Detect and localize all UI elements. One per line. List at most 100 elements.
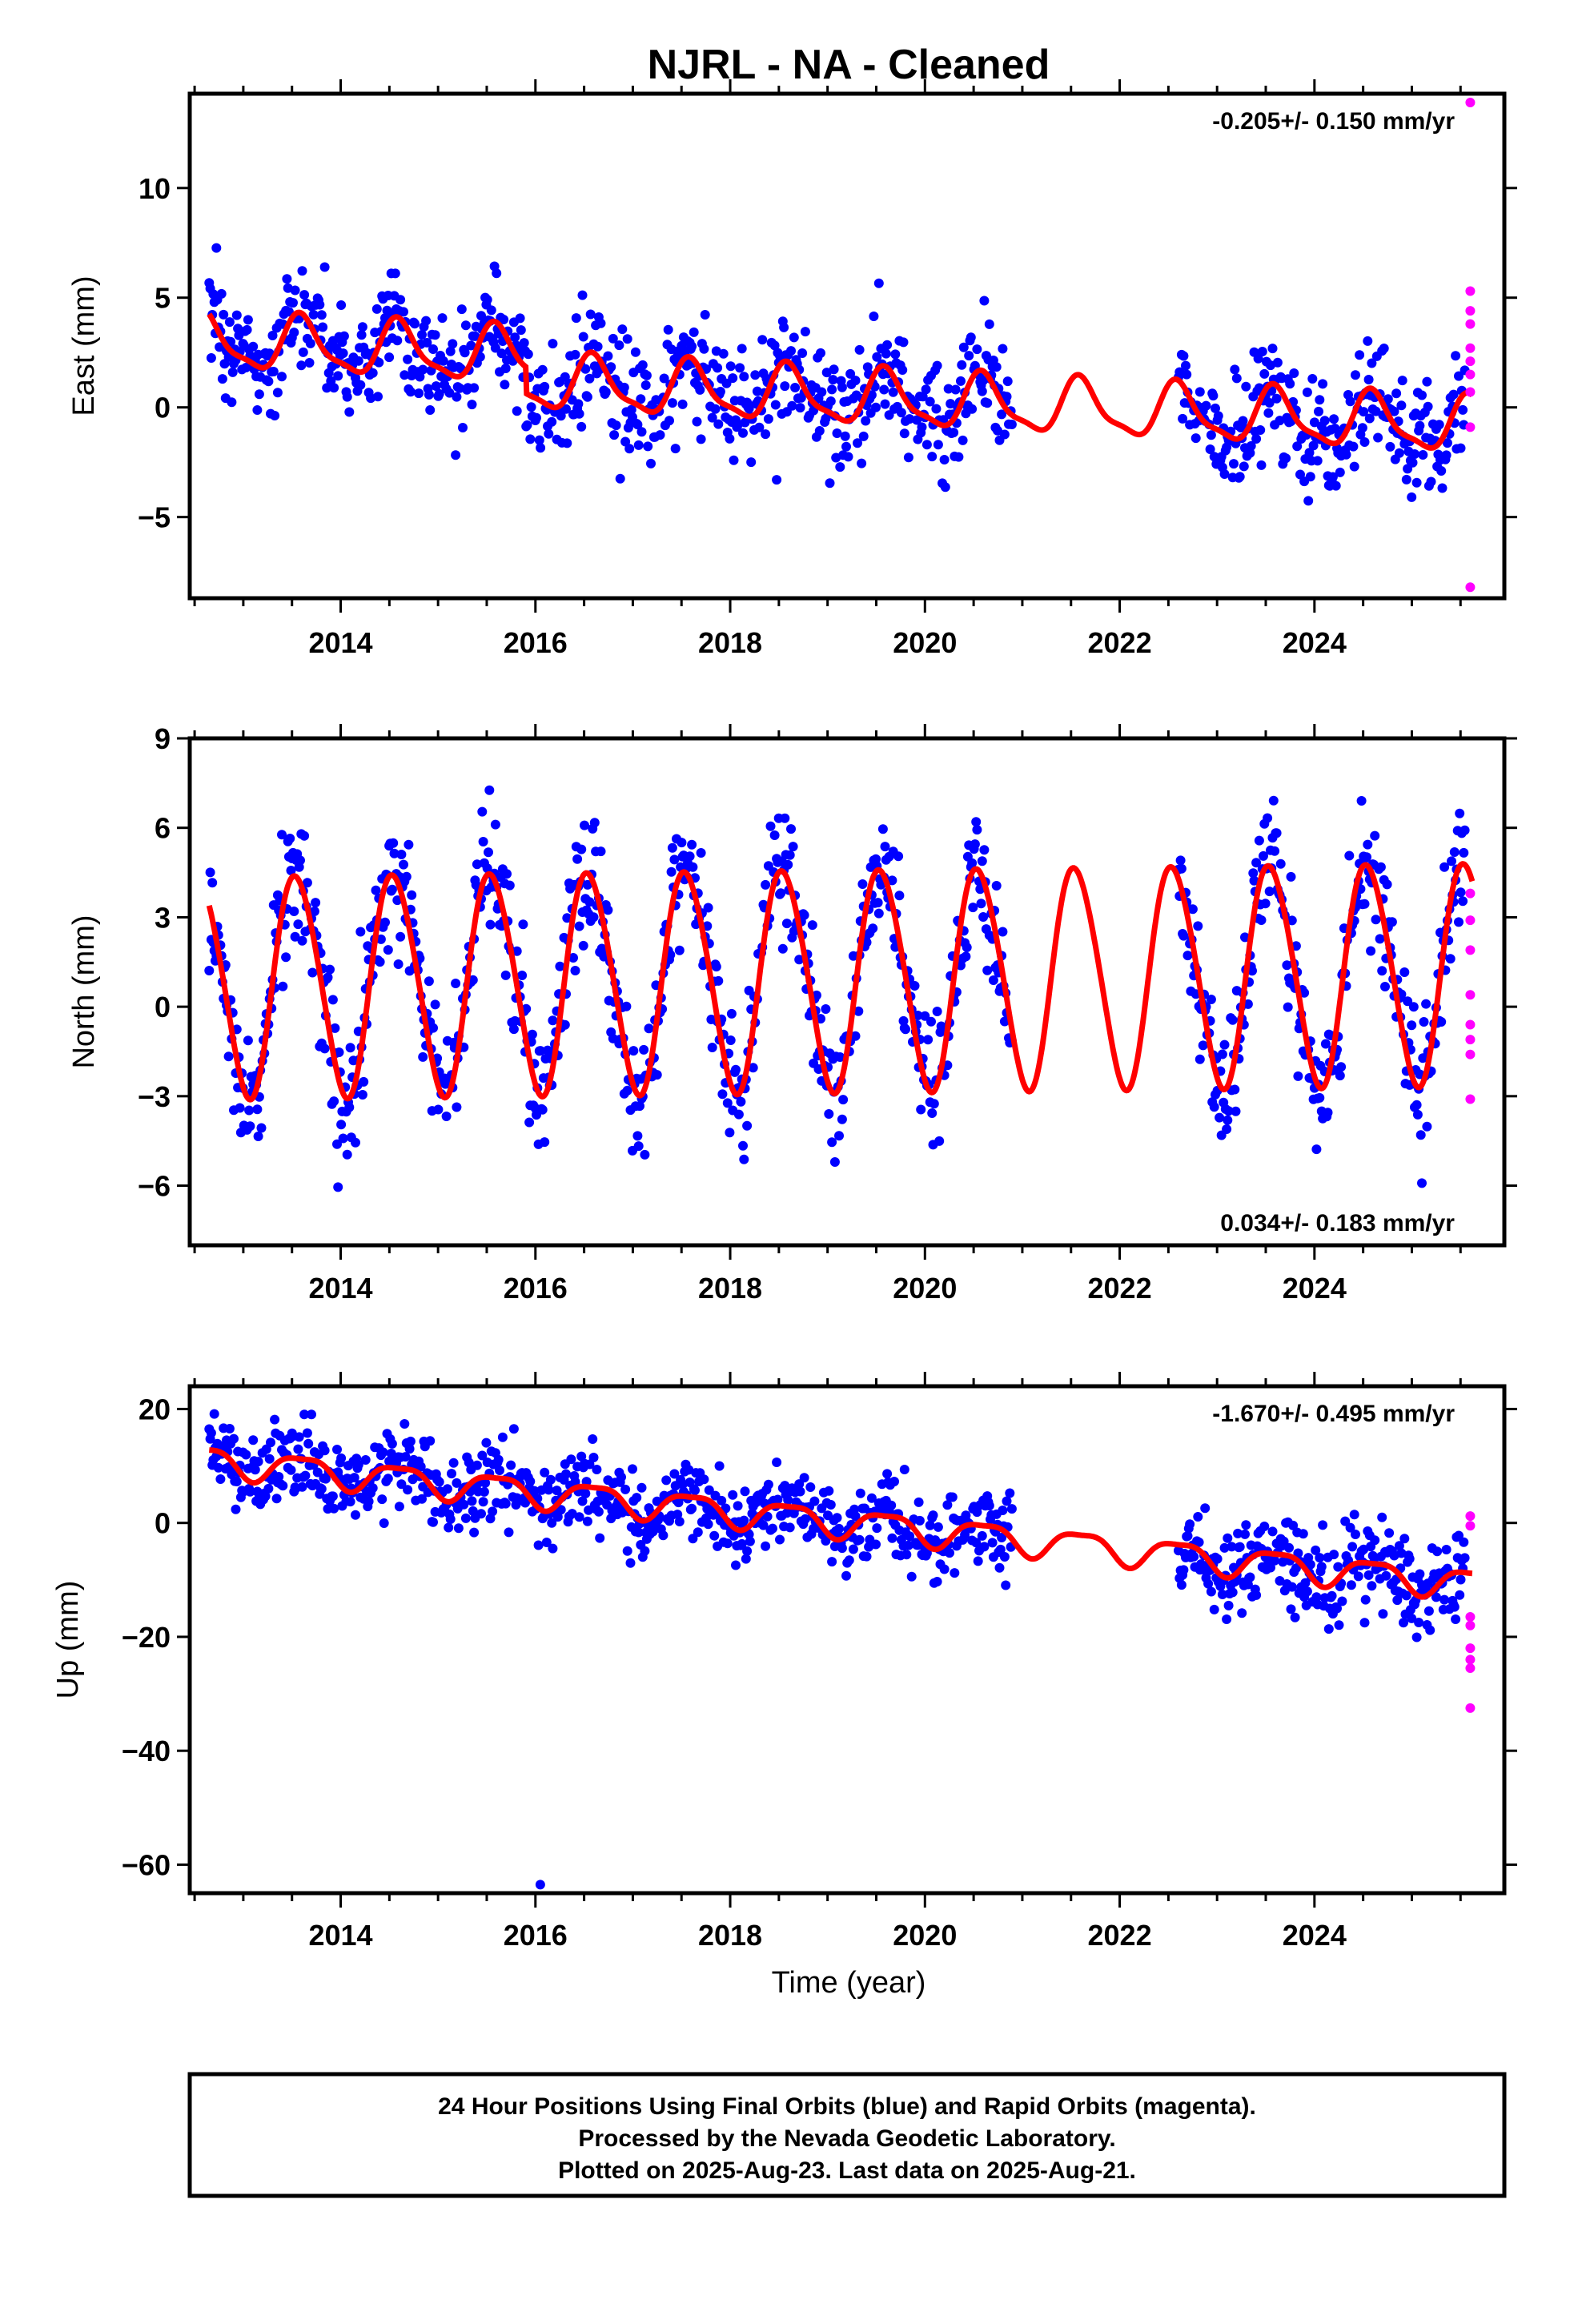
final-point	[841, 441, 851, 452]
final-point	[1006, 1504, 1017, 1514]
final-point	[850, 376, 861, 386]
rapid-point	[1465, 1094, 1476, 1104]
final-point	[1394, 448, 1404, 458]
final-point	[300, 1470, 311, 1481]
final-orbit-points	[204, 1409, 1470, 1890]
final-point	[1281, 453, 1291, 464]
final-point	[384, 352, 395, 363]
final-point	[834, 1523, 844, 1534]
final-point	[1385, 441, 1395, 452]
final-point	[1251, 1590, 1262, 1600]
final-point	[692, 416, 702, 427]
final-point	[977, 386, 987, 396]
final-point-outlier	[535, 1880, 545, 1890]
final-point	[757, 335, 768, 345]
final-point	[677, 838, 687, 848]
final-point	[1454, 917, 1464, 927]
final-point	[887, 1533, 897, 1543]
final-point	[1340, 1516, 1351, 1526]
final-point	[827, 1557, 837, 1567]
final-point	[442, 1484, 452, 1494]
final-point	[540, 381, 550, 392]
final-point	[556, 411, 566, 421]
final-point	[497, 1432, 508, 1442]
final-point	[600, 387, 611, 397]
final-point	[1335, 1071, 1345, 1081]
final-point	[1178, 351, 1189, 361]
final-point	[556, 1505, 566, 1515]
final-point	[946, 399, 956, 409]
final-point	[970, 839, 980, 850]
final-point	[1458, 896, 1468, 907]
x-tick-label: 2020	[893, 1919, 957, 1952]
final-point	[1235, 472, 1245, 482]
final-point	[799, 910, 809, 920]
x-tick-label: 2018	[698, 626, 762, 659]
final-point	[896, 408, 906, 418]
rapid-point	[1465, 356, 1476, 367]
final-point	[1238, 416, 1248, 426]
final-point	[404, 839, 414, 850]
final-point	[242, 324, 252, 335]
final-point	[1193, 921, 1203, 931]
final-point	[223, 1051, 234, 1062]
final-point	[366, 393, 376, 404]
final-point	[1219, 1542, 1230, 1553]
y-tick-label: 0	[155, 392, 171, 424]
y-tick-label: −5	[138, 501, 171, 534]
final-point	[363, 1496, 374, 1506]
final-point	[1286, 871, 1296, 882]
final-point	[584, 897, 595, 907]
final-point	[643, 441, 653, 452]
final-point	[299, 290, 310, 300]
final-point	[868, 923, 878, 934]
footer-line-3: Plotted on 2025-Aug-23. Last data on 202…	[558, 2157, 1136, 2184]
final-point	[1178, 413, 1188, 424]
final-point	[775, 1534, 785, 1545]
final-point	[905, 414, 915, 424]
final-point	[901, 1550, 912, 1560]
final-point	[770, 400, 781, 410]
final-point	[252, 1104, 263, 1115]
final-point	[211, 243, 222, 253]
final-point	[437, 313, 448, 324]
final-point	[499, 315, 509, 324]
final-point	[537, 364, 548, 375]
final-point	[729, 455, 739, 465]
final-point	[1441, 450, 1452, 460]
final-point	[289, 907, 299, 916]
final-point	[1253, 353, 1263, 364]
final-point	[469, 1527, 480, 1538]
final-point	[1175, 855, 1186, 866]
final-point	[1407, 1020, 1417, 1031]
final-point	[484, 785, 495, 795]
final-point	[762, 1511, 773, 1522]
final-point	[785, 1522, 795, 1533]
final-point	[861, 937, 872, 947]
final-point	[1366, 946, 1376, 956]
final-point	[1002, 392, 1012, 402]
final-point	[500, 970, 511, 980]
final-point	[726, 1008, 737, 1019]
final-point	[1285, 379, 1295, 389]
final-point	[504, 880, 515, 891]
final-point	[1415, 1130, 1426, 1140]
x-tick-label: 2022	[1088, 1919, 1152, 1952]
final-point	[633, 440, 644, 450]
final-point	[909, 981, 920, 991]
final-point	[345, 1043, 355, 1053]
final-point	[917, 422, 927, 432]
final-point	[769, 340, 780, 351]
y-axis-label: East (mm)	[67, 275, 101, 416]
final-point	[1315, 395, 1325, 405]
final-point	[206, 1428, 216, 1438]
final-point	[1282, 960, 1292, 971]
final-point	[515, 313, 525, 324]
final-point	[667, 842, 677, 853]
final-point	[641, 370, 652, 380]
final-point	[794, 955, 805, 965]
final-point	[256, 1123, 267, 1133]
final-point	[1241, 1520, 1251, 1530]
final-point	[430, 999, 440, 1010]
